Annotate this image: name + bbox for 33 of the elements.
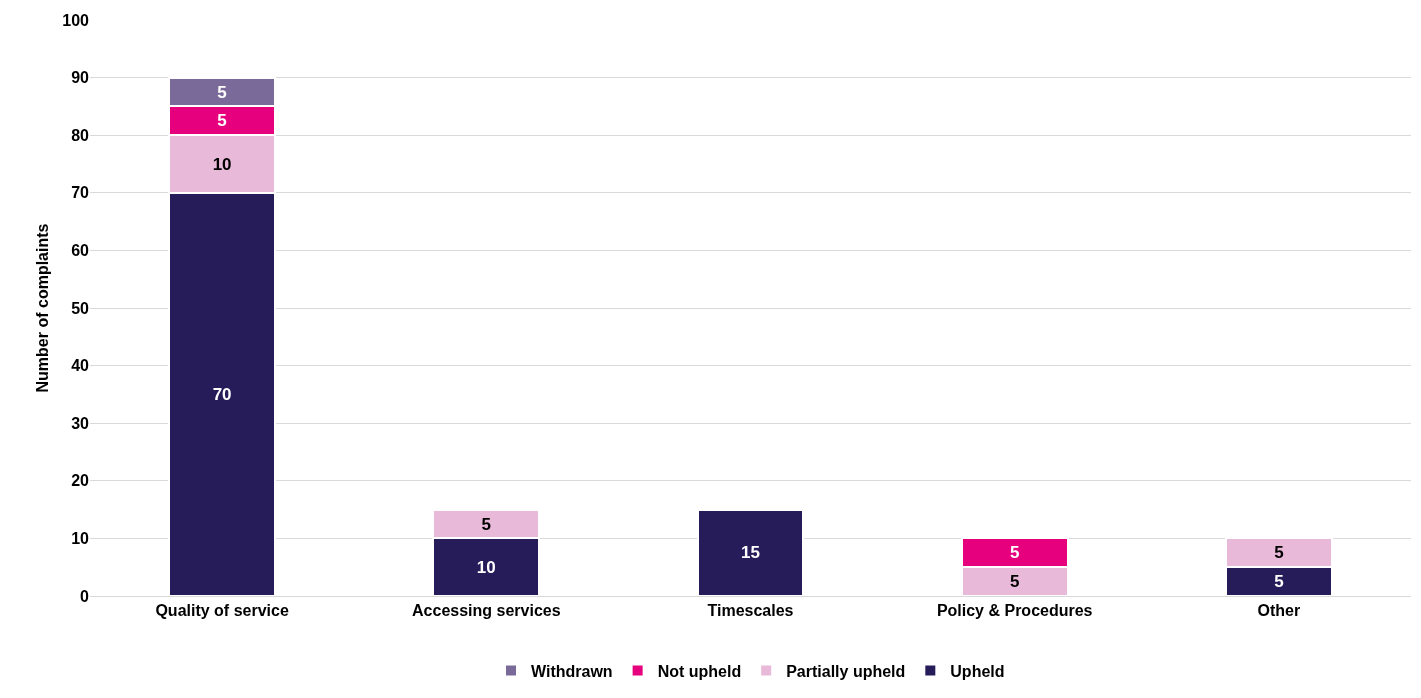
x-tick-label: Policy & Procedures [936, 602, 1093, 620]
y-tick-label: 30 [71, 414, 90, 432]
legend-label: Partially upheld [786, 662, 906, 680]
y-tick-label: 90 [71, 69, 90, 87]
y-tick-label: 60 [71, 242, 90, 259]
data-label: 5 [1274, 543, 1284, 563]
y-tick-label: 0 [80, 587, 90, 605]
x-tick-label: Other [1257, 602, 1301, 620]
y-tick-label: 40 [71, 357, 90, 375]
data-label: 5 [217, 111, 227, 131]
legend-label: Not upheld [657, 662, 742, 680]
data-label: 5 [1009, 572, 1020, 592]
y-tick-label: 20 [71, 472, 90, 490]
y-axis-title: Number of complaints [34, 223, 51, 393]
data-label: 10 [212, 154, 232, 174]
data-label: 10 [476, 557, 496, 577]
bar [696, 508, 805, 596]
data-label: 70 [212, 384, 232, 404]
y-tick-label: 100 [62, 11, 90, 29]
x-tick-label: Accessing services [412, 602, 561, 620]
legend-label: Withdrawn [531, 662, 613, 680]
x-tick-label: Timescales [707, 602, 794, 620]
legend-label: Upheld [950, 662, 1005, 680]
data-label: 5 [481, 514, 492, 534]
y-tick-label: 70 [71, 184, 90, 202]
data-label: 5 [1009, 543, 1020, 563]
y-tick-label: 50 [71, 299, 90, 317]
y-tick-label: 10 [71, 530, 90, 547]
y-tick-label: 80 [71, 126, 90, 144]
x-tick-label: Quality of service [155, 602, 289, 620]
data-label: 5 [1274, 572, 1284, 592]
data-label: 15 [741, 543, 760, 563]
data-label: 5 [217, 82, 227, 102]
